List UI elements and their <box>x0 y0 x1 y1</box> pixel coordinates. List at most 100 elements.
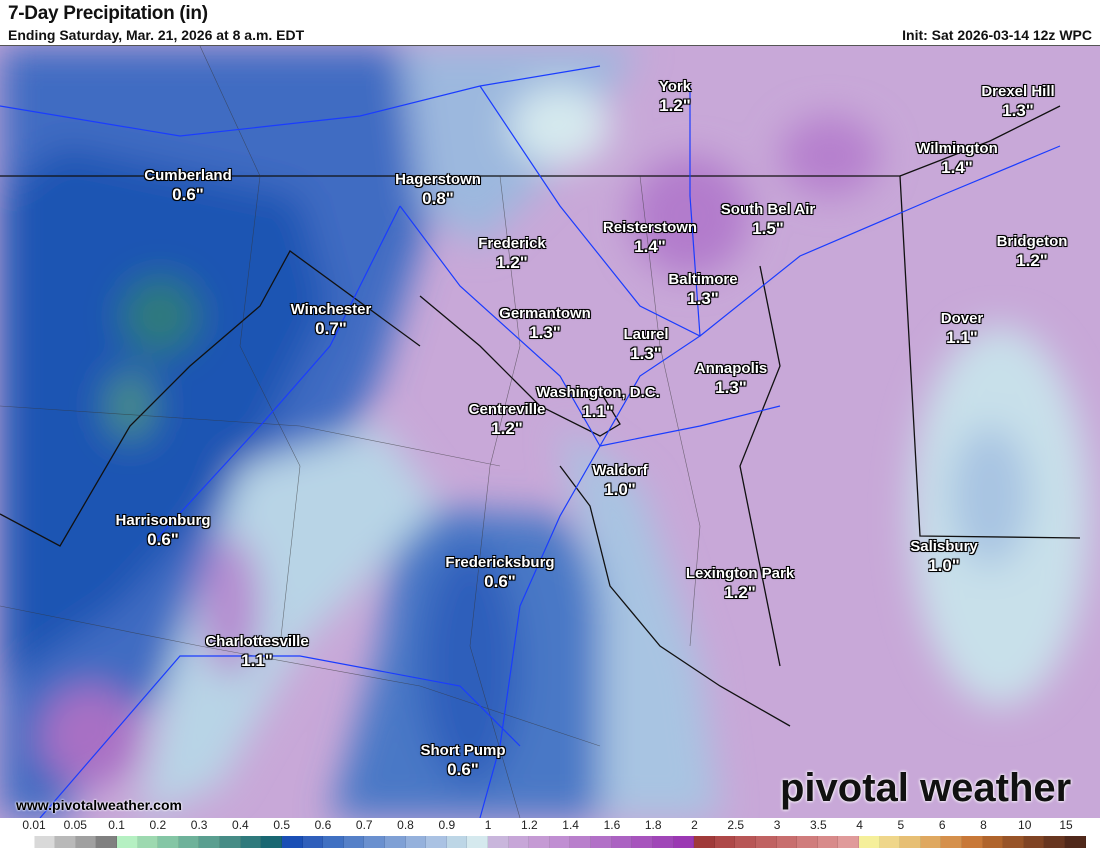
legend-swatch <box>467 836 489 848</box>
legend-swatch <box>426 836 447 848</box>
city-precip-value: 1.1" <box>946 328 978 347</box>
legend-label: 0.6 <box>314 818 332 832</box>
legend-swatch <box>302 836 324 848</box>
legend-label: 1.4 <box>562 818 579 832</box>
city-name: Baltimore <box>668 271 738 288</box>
city-precip-value: 1.3" <box>1002 101 1034 120</box>
city-precip-value: 0.6" <box>147 530 179 549</box>
city-name: Centreville <box>468 401 546 418</box>
legend-label: 1.8 <box>644 818 662 832</box>
legend-label: 4 <box>856 818 863 832</box>
legend-swatch <box>384 836 406 848</box>
legend-swatch <box>117 836 138 848</box>
legend-swatch <box>549 836 571 848</box>
city-precip-value: 1.3" <box>630 344 662 363</box>
city-name: Annapolis <box>694 360 768 377</box>
legend-swatch <box>364 836 385 848</box>
legend-label: 2.5 <box>727 818 745 832</box>
city-name: Harrisonburg <box>115 512 211 529</box>
legend-swatch <box>343 836 365 848</box>
legend-swatch <box>529 836 550 848</box>
city-label: Hagerstown 0.8" <box>395 170 481 208</box>
city-label: Fredericksburg 0.6" <box>445 553 554 591</box>
legend-swatch <box>199 836 221 848</box>
legend-swatch <box>858 836 880 848</box>
city-label: Centreville 1.2" <box>469 400 546 438</box>
legend-label: 2 <box>691 818 698 832</box>
city-precip-value: 1.3" <box>687 289 719 308</box>
legend-swatch <box>941 836 963 848</box>
init-time: Init: Sat 2026-03-14 12z WPC <box>902 27 1092 43</box>
city-precip-value: 1.0" <box>604 480 636 499</box>
city-label: Washington, D.C. 1.1" <box>536 383 660 421</box>
legend-swatch <box>797 836 818 848</box>
legend-label: 0.9 <box>438 818 456 832</box>
legend-swatch <box>920 836 942 848</box>
city-label: Laurel 1.3" <box>623 325 668 363</box>
legend-swatch <box>879 836 901 848</box>
city-label: Bridgeton 1.2" <box>997 232 1068 270</box>
city-name: Drexel Hill <box>981 83 1055 100</box>
legend-swatch <box>96 836 118 848</box>
city-name: Fredericksburg <box>445 554 555 571</box>
county-borders <box>0 46 701 818</box>
valid-time: Ending Saturday, Mar. 21, 2026 at 8 a.m.… <box>8 27 305 43</box>
legend-label: 0.8 <box>397 818 414 832</box>
state-borders <box>0 105 1081 727</box>
city-name: Germantown <box>499 305 591 322</box>
legend-swatch <box>1003 836 1024 848</box>
city-precip-value: 1.1" <box>582 402 614 421</box>
city-label: Frederick 1.2" <box>478 234 546 272</box>
legend-label: 1.2 <box>521 818 538 832</box>
legend-label: 8 <box>980 818 987 832</box>
city-precip-value: 0.6" <box>484 572 516 591</box>
city-label: Lexington Park 1.2" <box>686 564 794 602</box>
city-label: Waldorf 1.0" <box>592 461 647 499</box>
city-label: Drexel Hill 1.3" <box>981 82 1054 120</box>
city-name: Frederick <box>478 235 546 252</box>
city-name: Waldorf <box>592 462 648 479</box>
legend-swatch <box>55 836 76 848</box>
legend-swatch <box>220 836 241 848</box>
legend-swatch <box>735 836 756 848</box>
city-name: Salisbury <box>910 538 978 555</box>
city-name: Dover <box>940 310 984 327</box>
website-url: www.pivotalweather.com <box>16 797 182 813</box>
city-precip-value: 1.2" <box>724 583 756 602</box>
legend-swatch <box>611 836 633 848</box>
city-label: Wilmington 1.4" <box>916 139 998 177</box>
city-precip-value: 0.6" <box>172 185 204 204</box>
legend-swatch <box>694 836 715 848</box>
legend-swatch <box>158 836 179 848</box>
legend-swatch <box>508 836 530 848</box>
legend-label: 0.05 <box>63 818 87 832</box>
pivotal-weather-logo: pivotal weather <box>780 766 1072 810</box>
city-name: Lexington Park <box>685 565 795 582</box>
city-name: Wilmington <box>916 140 998 157</box>
city-precip-value: 1.5" <box>752 219 784 238</box>
city-label: York 1.2" <box>659 77 691 115</box>
city-label: Reisterstown 1.4" <box>603 218 697 256</box>
city-label: Winchester 0.7" <box>291 300 372 338</box>
city-label: Cumberland 0.6" <box>144 166 232 204</box>
city-precip-value: 0.7" <box>315 319 347 338</box>
legend-swatch <box>570 836 592 848</box>
city-name: Laurel <box>623 326 669 343</box>
legend-labels: 0.01 0.05 0.1 0.2 0.3 0.4 0.5 0.6 0.7 0.8 0.9 1 1.2 1… <box>14 818 1086 834</box>
city-precip-value: 0.8" <box>422 189 454 208</box>
city-precip-value: 1.2" <box>1016 251 1048 270</box>
city-name: Charlottesville <box>205 633 309 650</box>
legend-swatch <box>1065 836 1086 848</box>
legend-swatch <box>838 836 859 848</box>
city-label: Salisbury 1.0" <box>910 537 978 575</box>
city-label: Dover 1.1" <box>941 309 984 347</box>
precipitation-map[interactable]: York 1.2" Drexel Hill 1.3" Wilmington 1.4" … <box>0 45 1100 818</box>
legend-swatch <box>714 836 736 848</box>
legend-swatch <box>817 836 839 848</box>
legend-label: 6 <box>938 818 946 832</box>
legend-swatch <box>755 836 777 848</box>
legend-label: 0.2 <box>149 818 167 832</box>
legend-label: 0.1 <box>108 818 125 832</box>
legend-swatch <box>488 836 509 848</box>
legend-swatch <box>14 836 35 848</box>
